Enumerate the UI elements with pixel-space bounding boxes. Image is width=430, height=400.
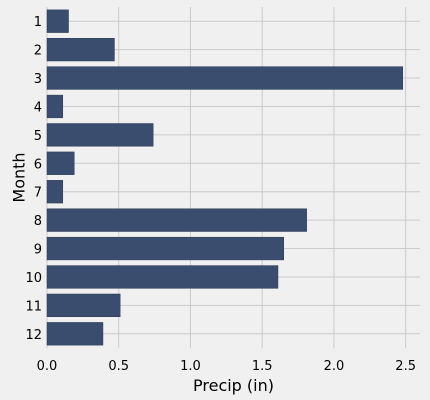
x-tick-label: 1.0 bbox=[180, 359, 201, 374]
x-tick-label: 0.5 bbox=[108, 359, 129, 374]
bar-month-10 bbox=[46, 265, 279, 289]
y-tick-label: 6 bbox=[34, 157, 42, 172]
y-tick-label: 10 bbox=[25, 271, 42, 286]
bar-month-9 bbox=[46, 236, 284, 261]
y-tick-label: 1 bbox=[34, 15, 42, 30]
y-tick-label: 11 bbox=[25, 299, 42, 314]
bar-month-1 bbox=[46, 9, 69, 33]
y-tick-label: 2 bbox=[34, 44, 42, 59]
y-axis-title: Month bbox=[10, 152, 29, 202]
y-tick-label: 9 bbox=[34, 243, 42, 258]
x-axis-title: Precip (in) bbox=[193, 376, 274, 395]
x-tick-labels: 0.0 0.5 1.0 1.5 2.0 2.5 bbox=[37, 359, 416, 374]
bar-month-12 bbox=[46, 322, 104, 346]
bar-month-7 bbox=[46, 180, 64, 204]
bar-month-11 bbox=[46, 293, 121, 317]
bar-month-8 bbox=[46, 208, 307, 232]
bar-month-6 bbox=[46, 151, 75, 175]
x-tick-label: 0.0 bbox=[37, 359, 58, 374]
x-tick-label: 2.0 bbox=[324, 359, 345, 374]
bar-month-2 bbox=[46, 38, 115, 62]
bar-month-5 bbox=[46, 123, 154, 147]
y-tick-label: 12 bbox=[25, 328, 42, 343]
bars bbox=[46, 9, 404, 346]
y-tick-label: 7 bbox=[34, 186, 42, 201]
y-tick-label: 8 bbox=[34, 214, 42, 229]
x-tick-label: 2.5 bbox=[395, 359, 416, 374]
y-tick-label: 3 bbox=[34, 72, 42, 87]
bar-month-4 bbox=[46, 94, 64, 119]
bar-month-3 bbox=[46, 66, 404, 90]
y-tick-label: 4 bbox=[34, 100, 42, 115]
x-tick-label: 1.5 bbox=[252, 359, 273, 374]
y-tick-label: 5 bbox=[34, 129, 42, 144]
